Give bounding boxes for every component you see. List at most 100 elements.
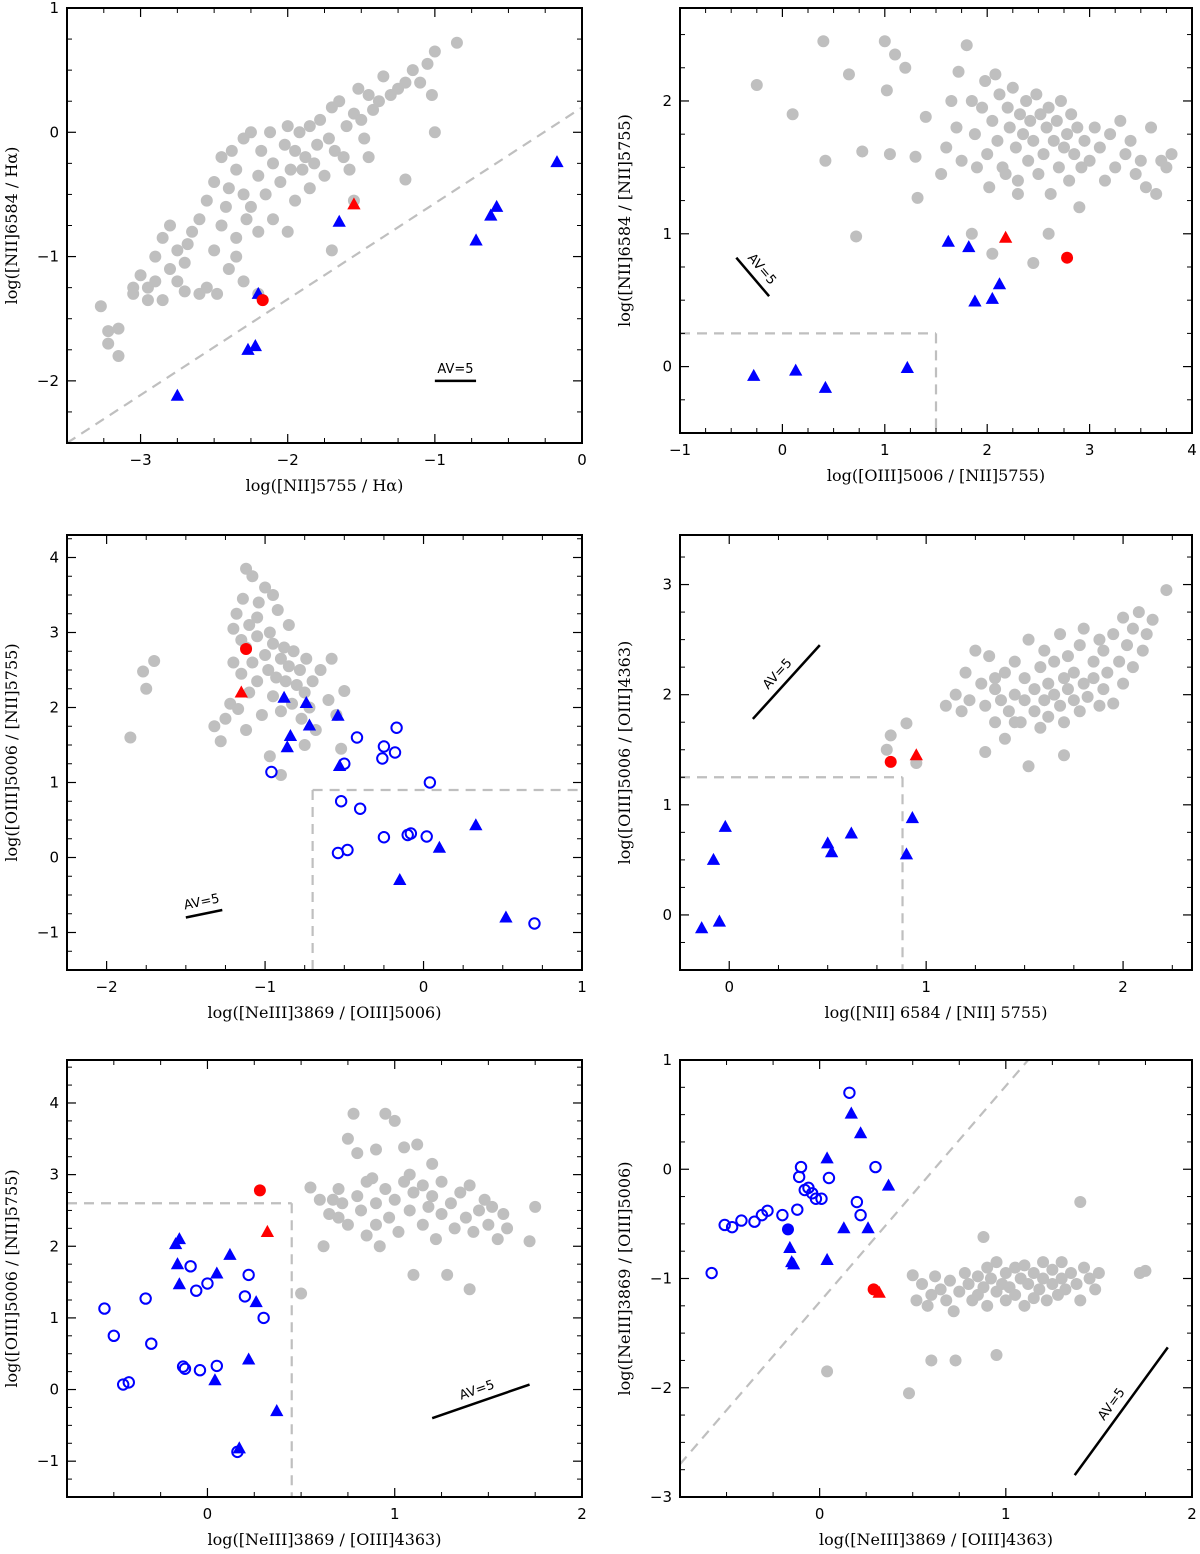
- data-point: [1054, 628, 1067, 641]
- data-point: [929, 1270, 942, 1283]
- data-point: [265, 765, 278, 779]
- data-point: [293, 664, 306, 676]
- data-point: [985, 291, 999, 304]
- axis-ticks: −1 0 1 2 3 4 0 1 2: [662, 8, 1197, 459]
- data-point: [981, 1261, 994, 1274]
- panel-nii-ratio-vs-oiii-nii: AV=5 −1 0 1 2 3 4 0 1 2 log([OIII]5006 / [NII]57…: [615, 7, 1197, 485]
- data-point: [1038, 644, 1051, 657]
- data-point: [441, 1268, 454, 1281]
- data-point: [351, 1190, 364, 1203]
- data-point: [940, 1294, 953, 1307]
- data-point: [416, 1179, 429, 1192]
- data-point: [448, 1222, 461, 1235]
- data-point: [377, 831, 391, 844]
- data-point: [977, 1230, 990, 1243]
- data-point: [337, 151, 350, 164]
- data-point: [1008, 655, 1021, 668]
- series-highlight-circle: [253, 1184, 266, 1197]
- data-point: [435, 1208, 448, 1221]
- data-point: [815, 1192, 828, 1205]
- data-point: [411, 1138, 424, 1151]
- series-sample-open: [98, 1260, 270, 1459]
- region-box: [311, 788, 582, 970]
- data-point: [1054, 699, 1067, 712]
- data-point: [1011, 174, 1024, 187]
- y-tick-label: 0: [49, 123, 59, 141]
- data-point: [1006, 81, 1019, 94]
- x-tick-label: −2: [96, 978, 118, 996]
- data-point: [789, 363, 803, 376]
- data-point: [255, 144, 268, 157]
- data-point: [259, 581, 272, 594]
- data-point: [251, 630, 264, 643]
- y-tick-label: 2: [49, 699, 59, 717]
- guide-segment: [67, 106, 582, 443]
- dividing-line: [67, 106, 582, 443]
- data-point: [274, 705, 287, 718]
- data-point: [909, 748, 923, 761]
- data-point: [432, 840, 447, 853]
- data-point: [435, 1175, 448, 1188]
- data-point: [116, 1378, 130, 1391]
- data-point: [1046, 1277, 1059, 1290]
- data-point: [1018, 1259, 1031, 1272]
- series-highlight-circle: [1061, 251, 1074, 264]
- data-point: [201, 1277, 214, 1290]
- data-point: [718, 819, 732, 832]
- y-tick-label: 3: [49, 624, 59, 642]
- y-tick-label: −2: [650, 1379, 672, 1397]
- x-tick-label: −2: [277, 451, 299, 469]
- data-point: [1067, 666, 1080, 679]
- data-point: [1058, 749, 1070, 762]
- data-point: [347, 1107, 360, 1120]
- data-point: [262, 664, 275, 676]
- data-point: [370, 1143, 382, 1156]
- data-point: [1134, 154, 1147, 167]
- data-point: [1009, 1288, 1022, 1301]
- data-point: [747, 368, 761, 381]
- data-point: [304, 1181, 317, 1194]
- data-point: [425, 89, 438, 101]
- data-point: [1001, 101, 1014, 114]
- data-point: [193, 287, 206, 300]
- data-point: [750, 79, 763, 92]
- data-point: [303, 182, 316, 195]
- data-point: [469, 818, 483, 831]
- data-point: [252, 225, 265, 238]
- data-point: [244, 200, 257, 213]
- x-tick-label: 0: [577, 451, 587, 469]
- data-point: [977, 1281, 990, 1294]
- data-point: [1038, 694, 1051, 707]
- data-point: [251, 611, 264, 624]
- data-point: [783, 1240, 797, 1253]
- y-tick-label: 1: [49, 774, 59, 792]
- data-point: [1074, 1196, 1087, 1209]
- data-point: [347, 197, 361, 210]
- data-point: [450, 36, 463, 49]
- data-point: [1126, 661, 1139, 674]
- data-point: [370, 1218, 382, 1231]
- data-point: [903, 1387, 916, 1400]
- data-point: [215, 219, 228, 232]
- data-point: [186, 225, 199, 238]
- data-point: [949, 688, 962, 701]
- data-point: [208, 244, 221, 257]
- data-point: [884, 729, 897, 742]
- data-point: [786, 1257, 801, 1270]
- data-point: [1160, 161, 1173, 174]
- series-sample: [747, 234, 1007, 393]
- x-tick-label: 0: [724, 978, 734, 996]
- data-point: [423, 776, 437, 789]
- data-point: [267, 157, 279, 170]
- av-vector-line: [735, 256, 771, 298]
- data-point: [1011, 187, 1024, 200]
- data-point: [112, 350, 125, 362]
- data-point: [335, 742, 348, 755]
- data-point: [145, 1337, 158, 1350]
- axis-ticks: 0 1 2 −1 0 1 2 3 4: [37, 1060, 587, 1523]
- data-point: [240, 724, 253, 736]
- data-point: [149, 250, 162, 263]
- data-point: [225, 144, 238, 157]
- data-point: [1093, 699, 1106, 712]
